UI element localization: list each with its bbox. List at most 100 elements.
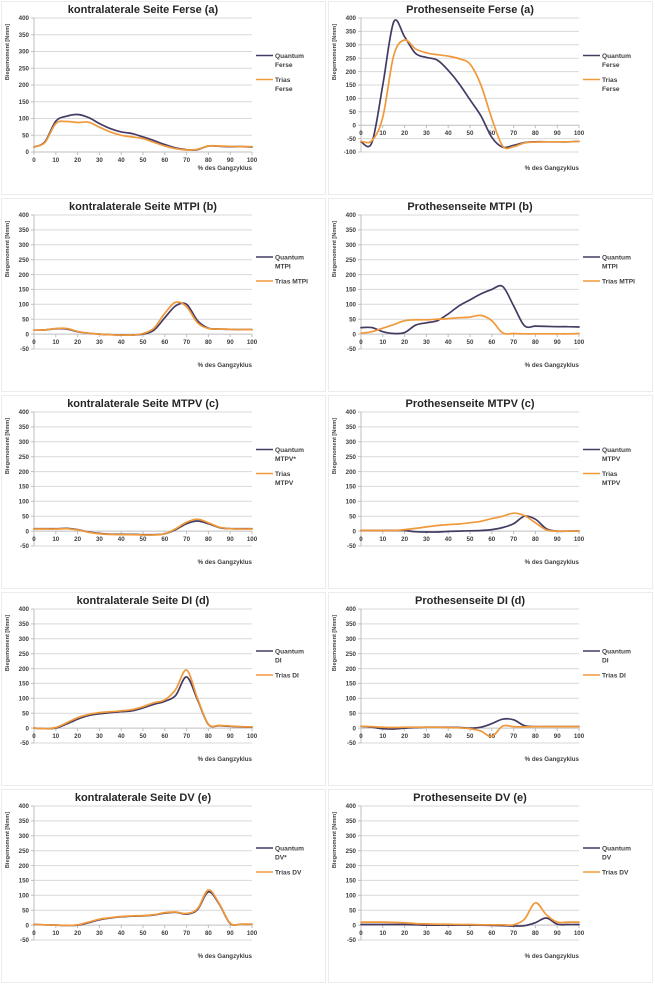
svg-text:0: 0 xyxy=(359,130,363,137)
svg-text:80: 80 xyxy=(532,930,539,937)
svg-text:50: 50 xyxy=(22,513,29,520)
series-line-quantum xyxy=(360,284,580,335)
svg-text:0: 0 xyxy=(32,930,36,937)
svg-text:-50: -50 xyxy=(20,740,30,747)
svg-text:150: 150 xyxy=(346,484,357,491)
legend-label: Ferse xyxy=(275,62,293,69)
legend-label: Trias DV xyxy=(602,870,629,877)
svg-text:400: 400 xyxy=(19,803,30,810)
y-axis-label: Biegemoment [Nmm] xyxy=(5,418,11,474)
svg-text:40: 40 xyxy=(445,130,452,137)
svg-text:60: 60 xyxy=(161,339,168,346)
legend-label: Trias xyxy=(602,77,618,84)
svg-text:100: 100 xyxy=(247,157,258,164)
legend-label: Ferse xyxy=(602,86,620,93)
svg-text:50: 50 xyxy=(349,710,356,717)
svg-text:150: 150 xyxy=(19,484,30,491)
svg-text:250: 250 xyxy=(19,651,30,658)
legend: Quantum DI Trias DI xyxy=(256,649,304,680)
chart-panel-prothese-ferse-a: -100 -50 0 50 100 150 200 250 300 350 400 0 10 20 30 40… xyxy=(327,0,655,197)
svg-text:30: 30 xyxy=(423,536,430,543)
legend-label: Quantum xyxy=(275,53,304,60)
svg-text:0: 0 xyxy=(359,339,363,346)
chart-panel-prothese-di-d: -50 0 50 100 150 200 250 300 350 400 0 10 20 30 40 50 60… xyxy=(327,591,655,788)
svg-text:70: 70 xyxy=(183,157,190,164)
svg-text:40: 40 xyxy=(118,536,125,543)
svg-text:200: 200 xyxy=(346,666,357,673)
svg-text:70: 70 xyxy=(183,536,190,543)
x-axis-label: % des Gangzyklus xyxy=(198,559,253,566)
svg-text:250: 250 xyxy=(19,257,30,264)
svg-text:150: 150 xyxy=(19,99,30,106)
svg-text:350: 350 xyxy=(19,621,30,628)
svg-text:50: 50 xyxy=(349,109,356,116)
legend-label: Trias MTPI xyxy=(602,279,635,286)
svg-text:300: 300 xyxy=(19,242,30,249)
panel-border xyxy=(1,592,326,786)
svg-text:80: 80 xyxy=(532,130,539,137)
svg-text:10: 10 xyxy=(379,930,386,937)
svg-text:20: 20 xyxy=(74,733,81,740)
svg-text:300: 300 xyxy=(346,242,357,249)
svg-text:10: 10 xyxy=(379,130,386,137)
svg-text:400: 400 xyxy=(19,409,30,416)
svg-text:30: 30 xyxy=(423,339,430,346)
svg-text:350: 350 xyxy=(346,818,357,825)
svg-text:300: 300 xyxy=(346,636,357,643)
panel-border xyxy=(1,789,326,983)
series-line-trias xyxy=(33,669,253,730)
svg-text:150: 150 xyxy=(19,878,30,885)
x-ticks-and-labels: 0 10 20 30 40 50 60 70 80 90 100 xyxy=(359,334,585,346)
series-line-trias xyxy=(360,901,580,927)
legend-label: MTPV xyxy=(602,480,621,487)
svg-text:50: 50 xyxy=(467,130,474,137)
svg-text:40: 40 xyxy=(118,733,125,740)
svg-text:30: 30 xyxy=(423,930,430,937)
svg-text:100: 100 xyxy=(19,893,30,900)
svg-text:10: 10 xyxy=(379,536,386,543)
svg-text:-50: -50 xyxy=(20,543,30,550)
svg-text:50: 50 xyxy=(467,339,474,346)
svg-text:60: 60 xyxy=(488,130,495,137)
svg-text:300: 300 xyxy=(19,636,30,643)
legend-label: MTPV xyxy=(275,480,294,487)
svg-text:100: 100 xyxy=(247,930,258,937)
svg-text:200: 200 xyxy=(19,272,30,279)
svg-text:20: 20 xyxy=(401,733,408,740)
svg-text:50: 50 xyxy=(467,733,474,740)
svg-text:0: 0 xyxy=(32,157,36,164)
legend: Quantum Ferse Trias Ferse xyxy=(256,53,304,93)
chart-panel-kontra-di-d: -50 0 50 100 150 200 250 300 350 400 0 10 20 30 40 50 60… xyxy=(0,591,327,788)
svg-text:300: 300 xyxy=(346,42,357,49)
chart-panel-kontra-mtpi-b: -50 0 50 100 150 200 250 300 350 400 0 10 20 30 40 50 60… xyxy=(0,197,327,394)
svg-text:60: 60 xyxy=(161,536,168,543)
svg-text:0: 0 xyxy=(353,122,357,129)
y-axis-label: Biegemoment [Nmm] xyxy=(5,812,11,868)
chart-title: Prothesenseite DV (e) xyxy=(413,792,527,804)
svg-text:20: 20 xyxy=(401,930,408,937)
svg-text:250: 250 xyxy=(346,848,357,855)
legend-label: Quantum xyxy=(275,649,304,656)
svg-text:0: 0 xyxy=(26,528,30,535)
svg-text:100: 100 xyxy=(346,696,357,703)
svg-text:300: 300 xyxy=(19,49,30,56)
legend: Quantum MTPV Trias MTPV xyxy=(583,447,631,487)
svg-text:50: 50 xyxy=(349,513,356,520)
svg-text:90: 90 xyxy=(227,536,234,543)
x-axis-label: % des Gangzyklus xyxy=(198,362,253,369)
svg-text:250: 250 xyxy=(346,651,357,658)
svg-text:0: 0 xyxy=(359,733,363,740)
svg-text:100: 100 xyxy=(346,96,357,103)
svg-text:350: 350 xyxy=(346,227,357,234)
svg-text:70: 70 xyxy=(183,930,190,937)
svg-text:10: 10 xyxy=(379,733,386,740)
svg-text:90: 90 xyxy=(227,733,234,740)
legend: Quantum DI Trias DI xyxy=(583,649,631,680)
y-axis-label: Biegemoment [Nmm] xyxy=(5,24,11,80)
svg-text:400: 400 xyxy=(19,606,30,613)
svg-text:100: 100 xyxy=(247,733,258,740)
panel-border xyxy=(328,198,653,392)
svg-text:40: 40 xyxy=(445,536,452,543)
legend-label: Quantum xyxy=(275,255,304,262)
